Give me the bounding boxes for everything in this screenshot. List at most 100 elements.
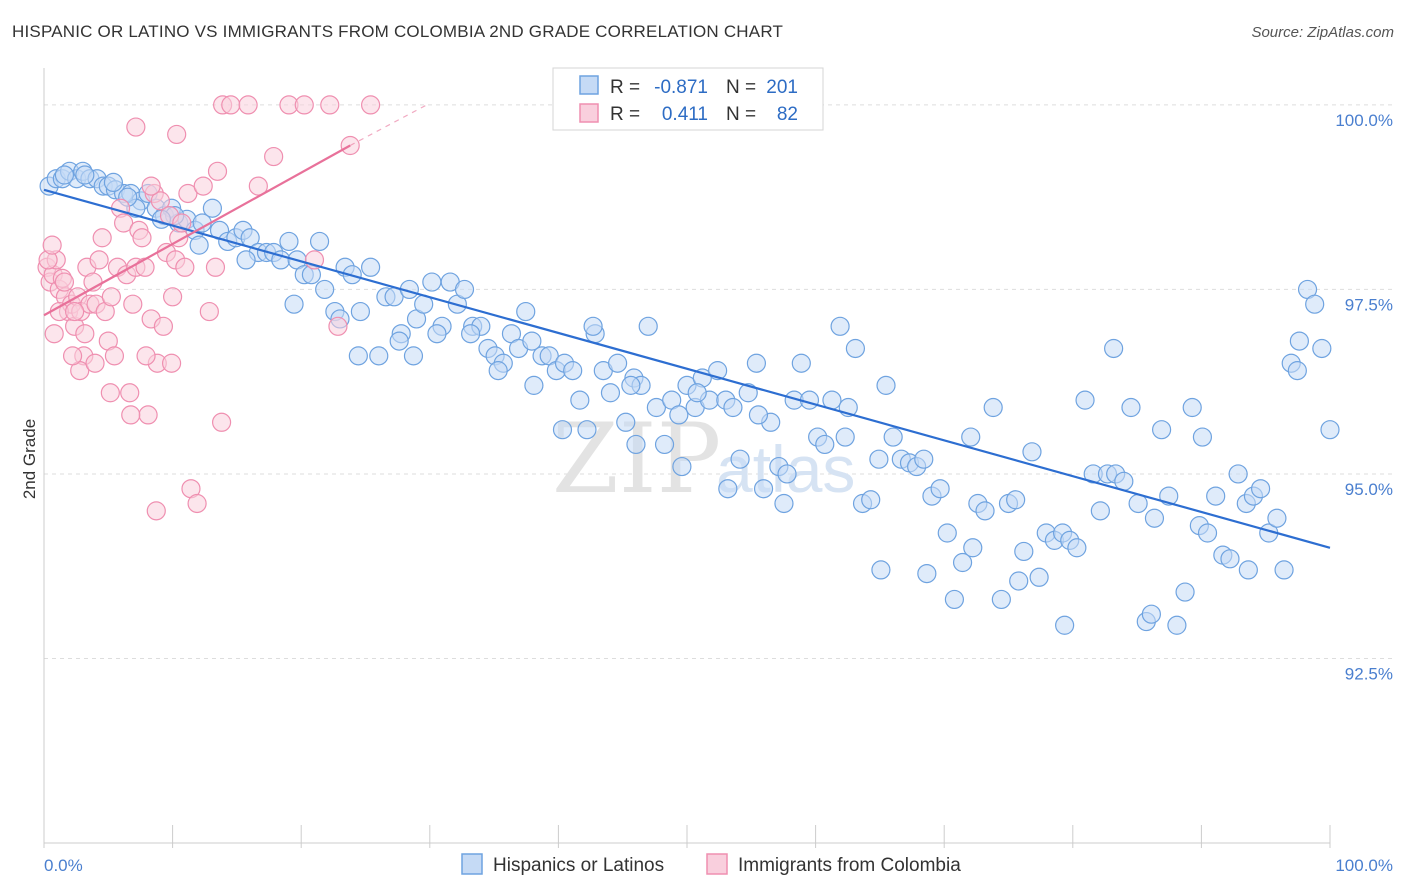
point-1-60: [136, 346, 156, 366]
point-0-160: [1267, 508, 1287, 528]
point-0-198: [189, 235, 209, 255]
stats-legend: R = -0.871 N = 201 R = 0.411 N = 82: [552, 67, 824, 131]
point-0-122: [975, 501, 995, 521]
point-0-116: [930, 479, 950, 499]
series-legend: Hispanics or Latinos Immigrants from Col…: [461, 853, 961, 876]
point-0-163: [1289, 331, 1309, 351]
point-1-63: [126, 117, 146, 137]
legend-r-value-2: 0.411: [662, 104, 708, 125]
point-1-64: [141, 176, 161, 196]
point-0-124: [991, 589, 1011, 610]
axes: [43, 68, 1331, 848]
point-0-126: [1006, 490, 1026, 510]
point-0-117: [937, 523, 957, 543]
point-0-197: [236, 250, 256, 270]
point-0-129: [1029, 567, 1049, 587]
point-1-73: [294, 95, 314, 115]
point-1-81: [75, 324, 95, 344]
source-label: Source: ZipAtlas.com: [1251, 24, 1394, 41]
point-1-78: [328, 316, 348, 336]
point-0-174: [672, 456, 692, 477]
point-0-179: [917, 563, 937, 584]
point-0-151: [1197, 523, 1218, 543]
point-0-177: [835, 427, 855, 447]
trend-line-colombia-extension: [349, 104, 428, 147]
point-0-36: [309, 231, 330, 252]
tick-labels: 100.0% 97.5% 95.0% 92.5% 0.0% 100.0%: [44, 111, 1393, 875]
point-0-141: [1121, 397, 1141, 418]
point-0-193: [461, 324, 481, 344]
point-1-50: [199, 301, 219, 322]
point-1-49: [193, 176, 213, 196]
point-1-80: [65, 301, 85, 322]
bottom-legend-swatch-pink: [706, 853, 728, 875]
point-0-148: [1175, 582, 1195, 602]
point-0-70: [577, 420, 597, 440]
point-0-183: [1104, 338, 1124, 359]
point-0-169: [389, 331, 409, 351]
point-0-203: [54, 165, 75, 185]
point-0-149: [1182, 397, 1202, 418]
point-0-134: [1067, 538, 1087, 558]
legend-r-label-2: R =: [610, 104, 640, 125]
point-0-168: [348, 346, 368, 366]
point-1-54: [44, 324, 64, 344]
point-1-59: [121, 405, 141, 425]
point-0-187: [1287, 361, 1307, 381]
point-0-123: [983, 397, 1003, 418]
point-0-32: [279, 231, 299, 252]
x-tick-label-1: 100.0%: [1335, 856, 1393, 875]
point-1-74: [320, 95, 340, 115]
point-1-71: [264, 146, 284, 167]
point-0-171: [488, 361, 508, 381]
point-0-43: [369, 346, 389, 366]
legend-n-label-2: N =: [726, 104, 756, 125]
point-0-109: [876, 375, 896, 395]
point-0-103: [830, 316, 850, 336]
point-1-28: [123, 294, 143, 314]
point-0-96: [777, 464, 797, 484]
legend-n-label-1: N =: [726, 77, 756, 98]
point-0-190: [621, 375, 641, 395]
trend-layer: [43, 104, 1331, 549]
point-0-42: [361, 257, 381, 277]
point-1-57: [85, 353, 105, 373]
series-layer: [37, 95, 1340, 635]
point-1-61: [146, 501, 166, 521]
point-0-178: [871, 560, 891, 580]
point-0-181: [1009, 571, 1029, 591]
point-0-78: [638, 316, 658, 336]
y-tick-label-3: 92.5%: [1345, 664, 1393, 683]
point-0-173: [626, 434, 646, 455]
point-1-52: [211, 412, 232, 432]
point-1-32: [135, 257, 155, 277]
point-1-67: [167, 124, 187, 145]
point-0-158: [1250, 479, 1271, 499]
point-0-89: [723, 397, 743, 418]
point-1-33: [138, 405, 158, 425]
point-1-82: [42, 235, 62, 255]
point-0-191: [583, 316, 603, 336]
point-1-46: [178, 183, 198, 204]
point-0-79: [646, 397, 666, 418]
grid-lines: [44, 104, 1395, 659]
point-0-175: [718, 479, 738, 499]
point-1-25: [114, 213, 134, 233]
point-0-145: [1151, 420, 1172, 440]
y-axis-label: 2nd Grade: [20, 419, 39, 499]
point-0-90: [730, 449, 750, 469]
point-0-154: [1220, 549, 1240, 569]
point-0-22: [202, 198, 223, 218]
point-0-101: [815, 434, 835, 455]
point-1-51: [205, 257, 226, 277]
point-1-66: [248, 176, 268, 196]
point-0-165: [1305, 294, 1325, 314]
point-0-41: [350, 301, 370, 322]
point-0-105: [845, 338, 866, 359]
point-0-62: [516, 301, 536, 322]
point-0-176: [774, 493, 794, 514]
point-0-82: [669, 405, 689, 425]
watermark-zip: ZIP: [552, 403, 721, 515]
point-1-22: [104, 346, 125, 366]
point-1-37: [150, 191, 170, 211]
